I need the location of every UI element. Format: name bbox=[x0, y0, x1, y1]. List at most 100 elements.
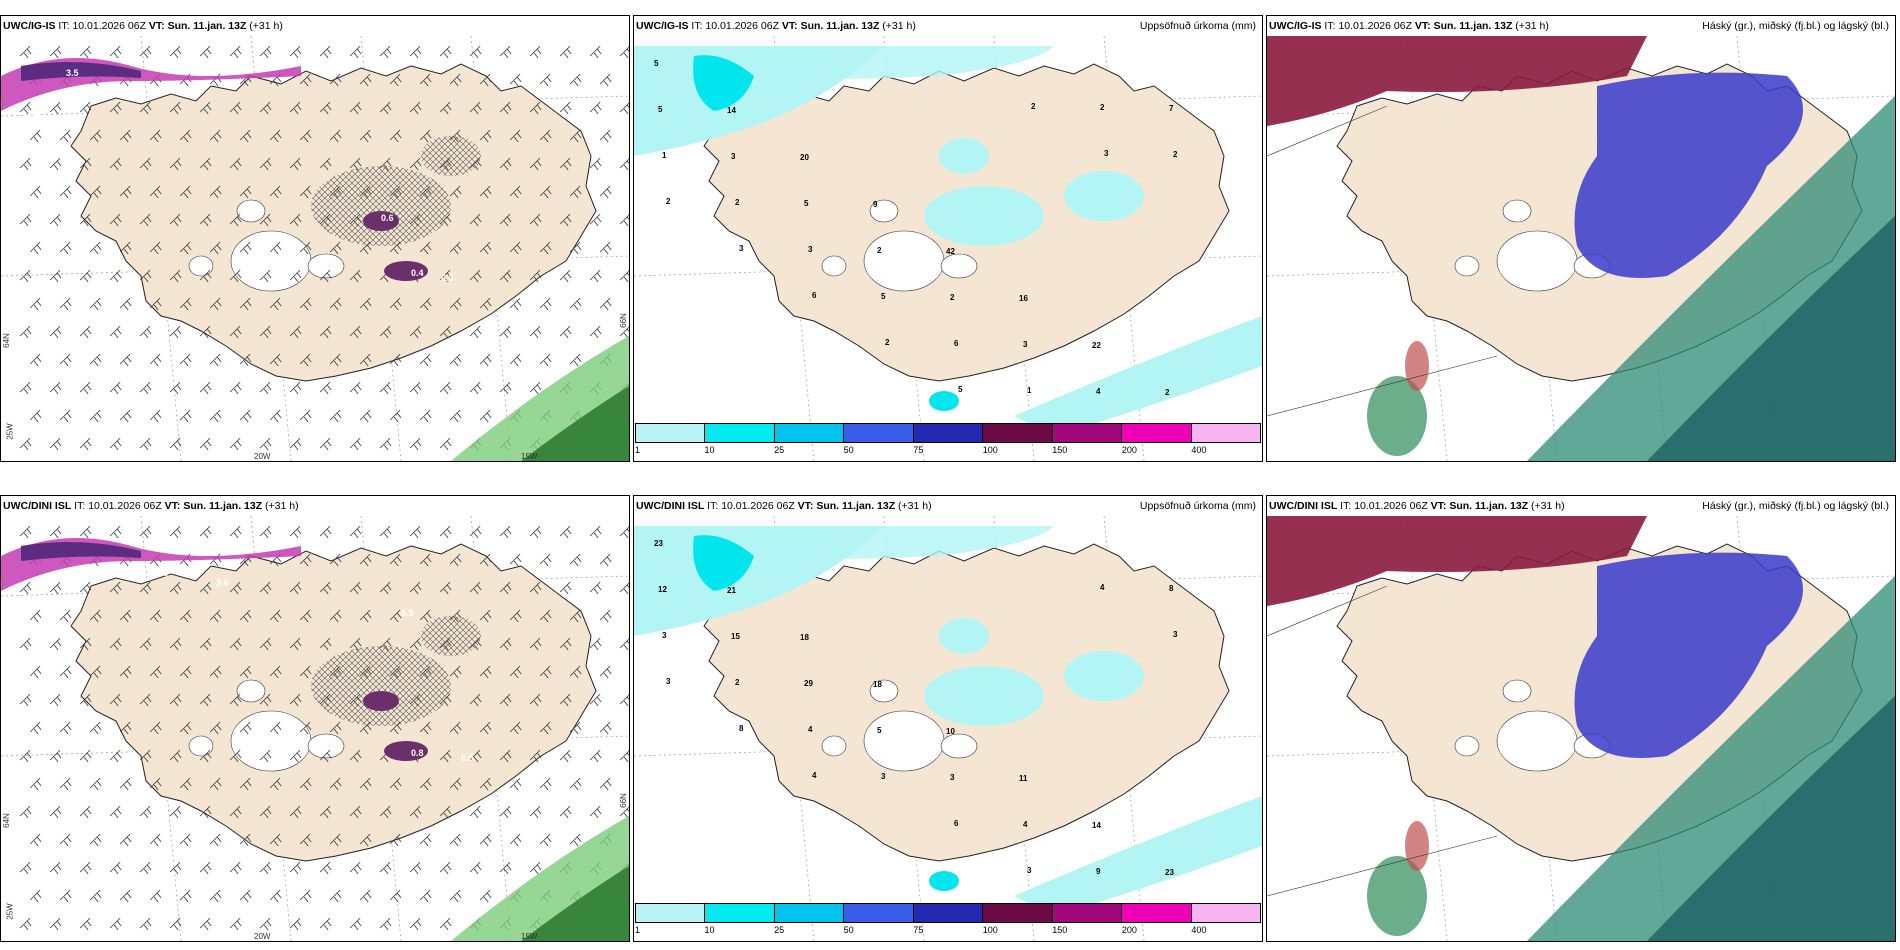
wind-barb bbox=[169, 693, 182, 707]
colorbar-tick-label: 25 bbox=[774, 925, 785, 935]
wind-barb bbox=[359, 777, 372, 791]
panel-header: UWC/IG-IS IT: 10.01.2026 06Z VT: Sun. 11… bbox=[3, 20, 283, 32]
wind-barb bbox=[229, 45, 242, 59]
wind-barb bbox=[539, 185, 552, 199]
wind-barb bbox=[239, 241, 252, 255]
wind-barb bbox=[239, 297, 252, 311]
wind-barb bbox=[409, 45, 422, 59]
map-canvas bbox=[1267, 36, 1895, 461]
wind-barb bbox=[619, 582, 629, 595]
wind-barb bbox=[529, 749, 542, 763]
wind-barb bbox=[29, 129, 42, 143]
wind-barb bbox=[349, 269, 362, 283]
wind-barb bbox=[569, 777, 582, 791]
wind-barb bbox=[169, 917, 182, 931]
wind-barb bbox=[619, 694, 629, 707]
precip-hatch bbox=[421, 616, 481, 656]
wind-barb bbox=[269, 353, 282, 367]
wind-barb bbox=[269, 129, 282, 143]
wind-barb bbox=[479, 721, 492, 735]
wind-barb bbox=[479, 353, 492, 367]
precip-value-label: 0.5 bbox=[26, 113, 39, 123]
colorbar-swatch bbox=[983, 424, 1053, 442]
wind-barb bbox=[289, 917, 302, 931]
precip-value-label: 1.9 bbox=[156, 568, 169, 578]
wind-barb bbox=[299, 665, 312, 679]
wind-barb bbox=[469, 45, 482, 59]
wind-barb bbox=[169, 45, 182, 59]
wind-barb bbox=[29, 241, 42, 255]
wind-barb bbox=[29, 721, 42, 735]
wind-barb bbox=[479, 241, 492, 255]
precip-blob bbox=[384, 261, 428, 281]
lat-label: 64N bbox=[1, 333, 11, 348]
lon-label: 15W bbox=[521, 932, 538, 941]
precip-total-label: 2 bbox=[1100, 103, 1105, 112]
colorbar-swatch bbox=[636, 424, 706, 442]
wind-barb bbox=[479, 185, 492, 199]
wind-barb bbox=[319, 637, 332, 651]
wind-barb bbox=[199, 637, 212, 651]
wind-barb bbox=[449, 73, 462, 87]
map-panel-dini-precip: UWC/DINI ISL IT: 10.01.2026 06Z VT: Sun.… bbox=[633, 495, 1263, 942]
wind-barb bbox=[259, 917, 272, 931]
wind-barb bbox=[439, 437, 452, 451]
wind-barb bbox=[259, 213, 272, 227]
wind-barb bbox=[109, 637, 122, 651]
glacier bbox=[230, 230, 312, 292]
wind-barb bbox=[379, 45, 392, 59]
wind-barb bbox=[259, 581, 272, 595]
wind-barb bbox=[559, 693, 572, 707]
wind-barb bbox=[529, 525, 542, 539]
low-cloud-patch bbox=[1367, 856, 1427, 936]
glacier bbox=[230, 710, 312, 772]
wind-barb bbox=[229, 693, 242, 707]
wind-barb bbox=[259, 45, 272, 59]
precip-core bbox=[693, 535, 754, 591]
wind-barb bbox=[259, 381, 272, 395]
wind-barb bbox=[239, 129, 252, 143]
wind-barb bbox=[409, 805, 422, 819]
wind-barb bbox=[619, 158, 629, 171]
wind-barb bbox=[59, 185, 72, 199]
wind-barb bbox=[139, 157, 152, 171]
wind-barb bbox=[569, 553, 582, 567]
wind-barb bbox=[349, 437, 362, 451]
wind-barb bbox=[119, 185, 132, 199]
wind-barb bbox=[409, 381, 422, 395]
wind-barb bbox=[79, 213, 92, 227]
wind-barb bbox=[139, 269, 152, 283]
low-cloud-dense bbox=[1647, 216, 1895, 461]
wind-barb bbox=[179, 665, 192, 679]
boundary-line bbox=[1267, 585, 1388, 637]
wind-barb bbox=[409, 861, 422, 875]
wind-barb bbox=[89, 297, 102, 311]
wind-barb bbox=[479, 129, 492, 143]
field-label: Háský (gr.), miðský (fj.bl.) og lágský (… bbox=[1702, 20, 1889, 32]
wind-barb bbox=[209, 129, 222, 143]
wind-barb bbox=[509, 777, 522, 791]
wind-barb bbox=[569, 73, 582, 87]
glacier bbox=[940, 253, 978, 279]
precip-total-label: 2 bbox=[666, 197, 671, 206]
wind-barb bbox=[329, 833, 342, 847]
wind-barb bbox=[49, 101, 62, 115]
wind-barb bbox=[59, 889, 72, 903]
wind-barb bbox=[349, 381, 362, 395]
wind-barb bbox=[559, 525, 572, 539]
wind-barb bbox=[539, 833, 552, 847]
wind-barb bbox=[149, 129, 162, 143]
wind-barb bbox=[319, 581, 332, 595]
precip-total-label: 8 bbox=[739, 724, 744, 733]
glacier bbox=[1454, 735, 1480, 757]
precip-total-label: 16 bbox=[1019, 294, 1028, 303]
wind-barb bbox=[49, 861, 62, 875]
wind-barb bbox=[19, 805, 32, 819]
wind-barb bbox=[119, 777, 132, 791]
wind-barb bbox=[199, 101, 212, 115]
wind-barb bbox=[179, 409, 192, 423]
wind-barb bbox=[259, 861, 272, 875]
wind-barb bbox=[229, 325, 242, 339]
wind-barb bbox=[229, 269, 242, 283]
wind-barb bbox=[109, 805, 122, 819]
